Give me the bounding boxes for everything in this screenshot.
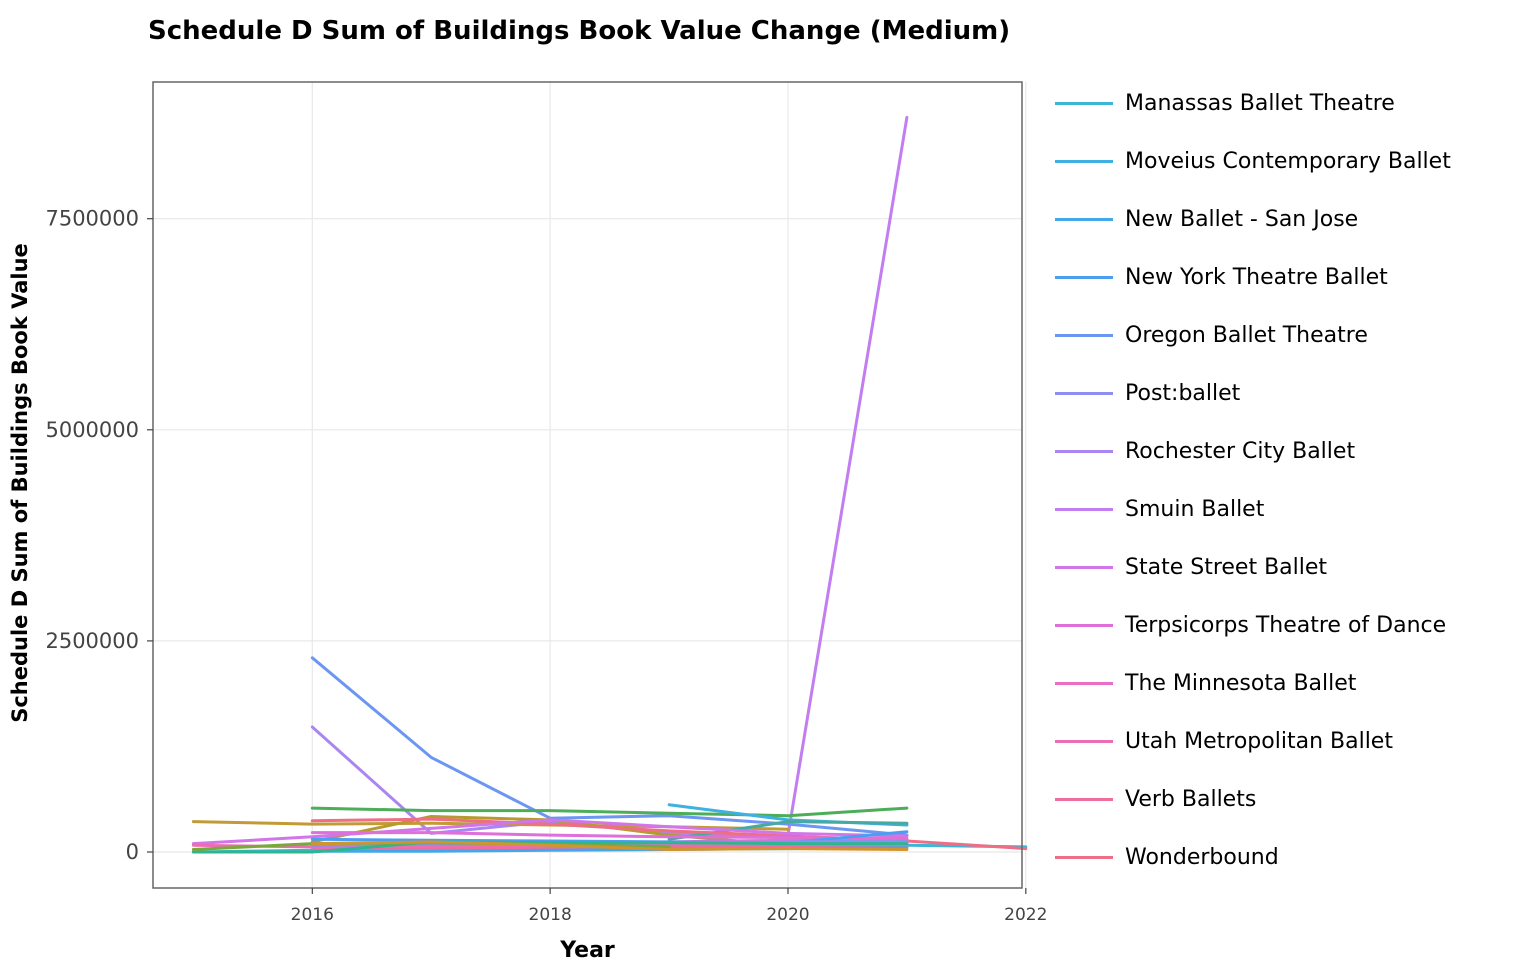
legend-swatch: [1055, 333, 1113, 337]
legend-label: Rochester City Ballet: [1125, 438, 1356, 464]
legend-item[interactable]: State Street Ballet: [1055, 549, 1327, 585]
series-line-unlabeled: [191, 840, 909, 854]
legend-label: Oregon Ballet Theatre: [1125, 322, 1368, 348]
series-line-terpsicorps-theatre-of-dance: [310, 831, 909, 840]
legend-label: Manassas Ballet Theatre: [1125, 90, 1395, 116]
x-tick-label: 2018: [529, 905, 572, 925]
legend-swatch: [1055, 507, 1113, 511]
legend-item[interactable]: Oregon Ballet Theatre: [1055, 317, 1368, 353]
legend-label: State Street Ballet: [1125, 554, 1328, 580]
legend-item[interactable]: New York Theatre Ballet: [1055, 259, 1388, 295]
legend-label: The Minnesota Ballet: [1125, 670, 1357, 696]
series-line-unlabeled: [310, 840, 909, 851]
legend-item[interactable]: Post:ballet: [1055, 375, 1240, 411]
legend-item[interactable]: Smuin Ballet: [1055, 491, 1264, 527]
legend-swatch: [1055, 217, 1113, 221]
y-tick-label: 7500000: [45, 207, 139, 231]
legend-label: Verb Ballets: [1125, 786, 1257, 812]
plot-area: [153, 82, 1022, 888]
legend-label: New Ballet - San Jose: [1125, 206, 1359, 232]
legend-swatch: [1055, 681, 1113, 685]
series-line-state-street-ballet: [191, 818, 909, 846]
legend-swatch: [1055, 275, 1113, 279]
x-axis-label: Year: [559, 938, 615, 963]
legend-label: Terpsicorps Theatre of Dance: [1125, 612, 1447, 638]
x-tick-label: 2022: [1004, 905, 1047, 925]
legend-swatch: [1055, 565, 1113, 569]
series-line-oregon-ballet-theatre: [310, 656, 909, 837]
legend-label: Wonderbound: [1125, 844, 1279, 870]
legend-swatch: [1055, 391, 1113, 395]
plot-border: [152, 81, 1023, 889]
legend-item[interactable]: Terpsicorps Theatre of Dance: [1055, 607, 1446, 643]
x-tick-label: 2020: [766, 905, 809, 925]
legend-item[interactable]: Verb Ballets: [1055, 781, 1256, 817]
legend-swatch: [1055, 449, 1113, 453]
legend-item[interactable]: New Ballet - San Jose: [1055, 201, 1358, 237]
legend-label: New York Theatre Ballet: [1125, 264, 1388, 290]
x-tick-label: 2016: [291, 905, 334, 925]
y-tick-label: 0: [126, 840, 139, 864]
legend-item[interactable]: Rochester City Ballet: [1055, 433, 1355, 469]
legend-item[interactable]: The Minnesota Ballet: [1055, 665, 1356, 701]
legend-label: Post:ballet: [1125, 380, 1241, 406]
series-line-unlabeled: [310, 806, 909, 818]
legend-item[interactable]: Manassas Ballet Theatre: [1055, 85, 1395, 121]
legend-item[interactable]: Utah Metropolitan Ballet: [1055, 723, 1393, 759]
legend-swatch: [1055, 739, 1113, 743]
legend-label: Utah Metropolitan Ballet: [1125, 728, 1393, 754]
legend-swatch: [1055, 623, 1113, 627]
legend-swatch: [1055, 101, 1113, 105]
legend-label: Smuin Ballet: [1125, 496, 1265, 522]
legend-label: Moveius Contemporary Ballet: [1125, 148, 1451, 174]
legend-item[interactable]: Moveius Contemporary Ballet: [1055, 143, 1451, 179]
series-lines: [191, 115, 1028, 854]
chart-title: Schedule D Sum of Buildings Book Value C…: [148, 16, 1011, 46]
series-line-smuin-ballet: [786, 115, 909, 837]
legend-swatch: [1055, 159, 1113, 163]
y-tick-label: 2500000: [45, 629, 139, 653]
legend-swatch: [1055, 797, 1113, 801]
y-tick-label: 5000000: [45, 418, 139, 442]
legend-item[interactable]: Wonderbound: [1055, 839, 1279, 875]
legend-swatch: [1055, 855, 1113, 859]
axes: 2016 2018 2020 2022 0 2500000 5000000 7500000: [45, 207, 1047, 925]
y-axis-label: Schedule D Sum of Buildings Book Value: [8, 243, 32, 723]
